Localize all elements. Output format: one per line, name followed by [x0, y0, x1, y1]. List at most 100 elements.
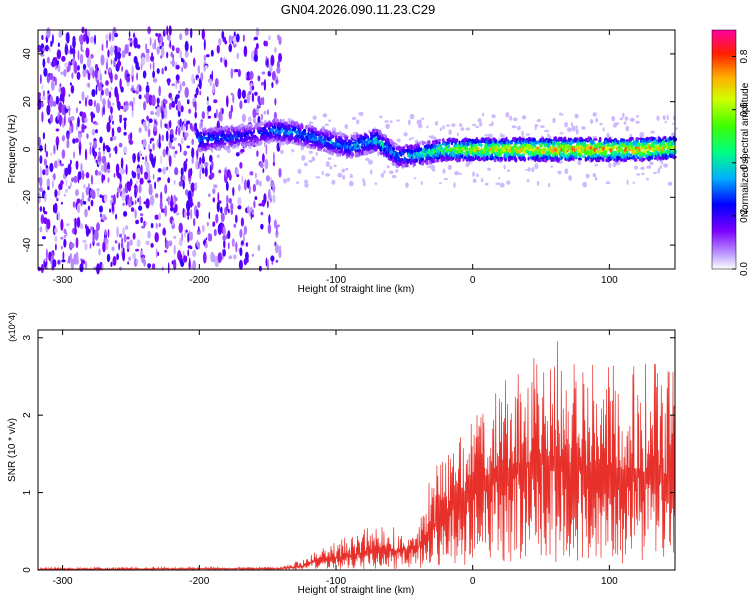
spectrogram-cell: [663, 148, 666, 152]
spectrogram-cell: [270, 176, 272, 183]
spectrogram-cell: [72, 38, 76, 49]
spectrogram-cell: [386, 165, 390, 169]
spectrogram-cell: [163, 227, 166, 235]
spectrogram-cell: [278, 52, 282, 63]
spectrogram-cell: [199, 156, 202, 163]
spectrogram-cell: [211, 160, 214, 171]
spectrogram-cell: [82, 67, 87, 78]
spectrogram-cell: [105, 238, 109, 245]
spectrogram-cell: [101, 89, 104, 96]
spectrogram-cell: [145, 198, 150, 209]
spectrogram-cell: [233, 223, 237, 228]
spectrogram-cell: [75, 251, 79, 264]
spectrogram-cell: [503, 164, 506, 170]
spectrogram-cell: [60, 201, 63, 205]
spectrogram-cell: [40, 53, 45, 57]
spectrogram-cell: [96, 187, 100, 198]
spectrogram-cell: [253, 36, 258, 41]
spectrogram-cell: [147, 121, 151, 128]
spectrogram-cell: [251, 209, 255, 214]
colorbar-tick-label: 0.0: [739, 262, 750, 276]
spectrogram-cell: [86, 95, 89, 100]
spectrogram-cell: [656, 115, 660, 121]
spectrogram-cell: [170, 97, 174, 101]
spectrogram-cell: [649, 161, 654, 165]
spectrogram-cell: [105, 88, 109, 96]
spectrogram-cell: [168, 92, 172, 99]
spectrogram-cell: [216, 201, 220, 213]
spectrogram-cell: [103, 105, 105, 116]
spectrogram-cell: [75, 137, 79, 143]
spectrogram-cell: [128, 30, 131, 38]
spectrogram-cell: [155, 248, 158, 259]
spectrogram-cell: [498, 177, 501, 180]
spectrogram-cell: [352, 116, 357, 120]
spectrogram-cell: [622, 140, 626, 144]
spectrogram-cell: [129, 139, 134, 145]
spectrogram-cell: [147, 180, 152, 183]
spectrogram-cell: [434, 144, 437, 148]
spectrogram-cell: [126, 73, 131, 78]
spectrogram-cell: [110, 59, 113, 65]
spectrogram-cell: [531, 141, 534, 145]
spectrogram-cell: [396, 119, 401, 122]
spectrogram-cell: [274, 47, 277, 53]
spectrogram-cell: [64, 44, 69, 56]
spectrogram-cell: [47, 90, 50, 95]
y-tick-label: 3: [22, 335, 33, 341]
spectrogram-cell: [239, 162, 243, 169]
spectrogram-cell: [275, 79, 279, 84]
spectrogram-cell: [57, 259, 61, 265]
spectrogram-cell: [73, 151, 75, 159]
spectrogram-cell: [166, 34, 171, 41]
spectrogram-cell: [45, 167, 49, 176]
spectrogram-cell: [69, 61, 73, 66]
spectrogram-cell: [79, 145, 81, 156]
spectrogram-cell: [113, 173, 116, 178]
x-tick-label: -200: [189, 275, 209, 286]
spectrogram-cell: [178, 222, 183, 234]
spectrogram-cell: [619, 117, 623, 121]
spectrogram-cell: [592, 112, 597, 117]
spectrogram-cell: [507, 139, 510, 145]
spectrogram-cell: [86, 56, 92, 69]
spectrogram-cell: [160, 191, 163, 202]
spectrogram-cell: [145, 161, 150, 173]
spectrogram-cell: [349, 174, 353, 178]
spectrogram-cell: [158, 85, 161, 97]
spectrogram-cell: [164, 184, 168, 195]
spectrogram-cell: [356, 119, 360, 125]
spectrogram-cell: [633, 158, 638, 162]
spectrogram-cell: [251, 214, 254, 218]
snr-x-axis-label: Height of straight line (km): [298, 585, 415, 596]
spectrogram-cell: [70, 182, 72, 187]
spectrogram-cell: [131, 201, 134, 206]
spectrogram-cell: [154, 232, 159, 243]
spectrogram-cell: [539, 144, 543, 147]
spectrogram-cell: [165, 130, 169, 142]
spectrogram-cell: [86, 82, 89, 88]
x-tick-label: 100: [601, 275, 618, 286]
spectrogram-cell: [48, 251, 52, 262]
spectrogram-cell: [208, 211, 211, 220]
spectrogram-cell: [517, 149, 523, 154]
spectrogram-cell: [59, 115, 62, 127]
spectrogram-cell: [94, 122, 99, 126]
spectrogram-cell: [178, 90, 181, 94]
spectrogram-cell: [41, 102, 44, 108]
spectrogram-cell: [117, 126, 122, 133]
spectrogram-cell: [243, 45, 248, 57]
spectrogram-cell: [76, 203, 81, 214]
spectrogram-cell: [304, 179, 309, 185]
spectrogram-cell: [430, 135, 435, 140]
spectrogram-cell: [261, 71, 266, 75]
spectrogram-cell: [50, 152, 53, 156]
spectrogram-cell: [96, 222, 100, 232]
spectrogram-cell: [666, 114, 669, 121]
spectrogram-cell: [183, 164, 187, 173]
spectrogram-cell: [126, 76, 131, 83]
spectrogram-cell: [626, 179, 629, 185]
spectrogram-cell: [56, 197, 59, 202]
spectrogram-cell: [413, 149, 418, 153]
spectrogram-cell: [114, 240, 118, 244]
